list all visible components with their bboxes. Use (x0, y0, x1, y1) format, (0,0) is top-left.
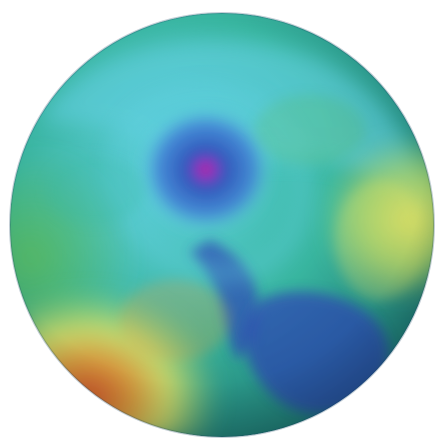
globe-surface (10, 13, 434, 437)
globe-outline (9, 12, 435, 438)
globe-shading (10, 13, 434, 437)
